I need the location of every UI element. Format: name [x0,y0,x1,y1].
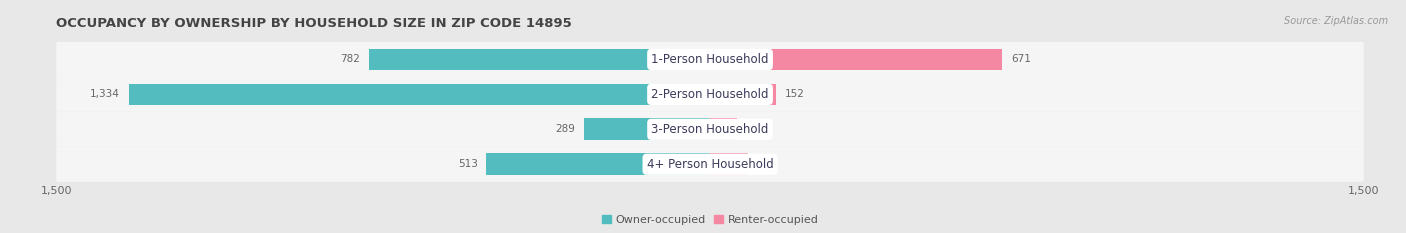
Text: OCCUPANCY BY OWNERSHIP BY HOUSEHOLD SIZE IN ZIP CODE 14895: OCCUPANCY BY OWNERSHIP BY HOUSEHOLD SIZE… [56,17,572,30]
Text: 4+ Person Household: 4+ Person Household [647,158,773,171]
Text: Source: ZipAtlas.com: Source: ZipAtlas.com [1284,16,1388,26]
Text: 671: 671 [1011,55,1031,64]
Bar [370,49,710,70]
FancyBboxPatch shape [56,112,1364,147]
Text: 289: 289 [555,124,575,134]
Text: 61: 61 [745,124,759,134]
Text: 513: 513 [458,159,478,169]
FancyBboxPatch shape [56,147,1364,182]
Text: 2-Person Household: 2-Person Household [651,88,769,101]
FancyBboxPatch shape [56,42,1364,77]
Text: 1-Person Household: 1-Person Household [651,53,769,66]
FancyBboxPatch shape [56,77,1364,112]
Text: 1,334: 1,334 [90,89,120,99]
Text: 152: 152 [785,89,804,99]
Bar [710,118,737,140]
Legend: Owner-occupied, Renter-occupied: Owner-occupied, Renter-occupied [598,210,823,229]
Bar [128,84,710,105]
Bar [583,118,710,140]
Bar [710,84,776,105]
Text: 3-Person Household: 3-Person Household [651,123,769,136]
Text: 782: 782 [340,55,360,64]
Bar [710,154,748,175]
Bar [486,154,710,175]
Text: 86: 86 [756,159,769,169]
Bar [710,49,1002,70]
